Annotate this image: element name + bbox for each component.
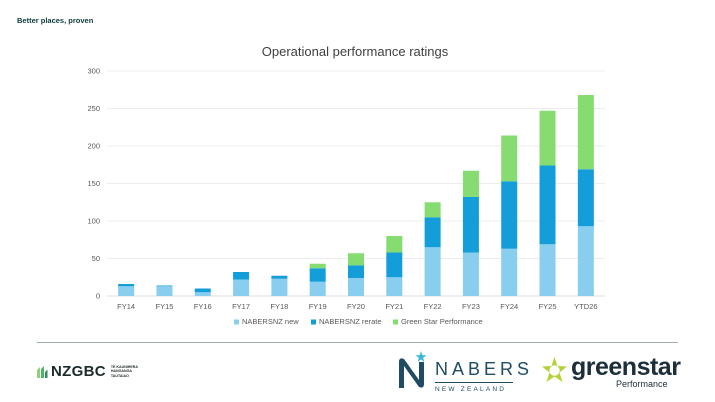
legend-label: NABERSNZ new	[242, 317, 299, 326]
bar-rerate	[539, 165, 556, 245]
bar-greenstar	[539, 110, 556, 166]
x-tick-label: FY21	[385, 302, 403, 311]
y-tick-label: 250	[87, 104, 100, 113]
bar-new	[156, 286, 173, 296]
greenstar-subtitle: Performance	[616, 379, 668, 389]
bar-new	[118, 286, 135, 296]
greenstar-star-icon	[542, 357, 567, 382]
nzgbc-logo: NZGBC TE KAUNIHERA HANGANGA TAUTAIAO	[36, 363, 138, 380]
x-tick-label: FY15	[155, 302, 173, 311]
legend-label: Green Star Performance	[401, 317, 483, 326]
bar-greenstar	[348, 253, 364, 266]
y-tick-label: 0	[96, 292, 100, 301]
bar-new	[424, 247, 441, 296]
bar-greenstar	[309, 263, 326, 269]
bar-rerate	[462, 197, 479, 253]
bar-greenstar	[501, 135, 518, 182]
y-axis-ticks: 0 50 100 150 200 250 300	[87, 67, 100, 301]
bar-rerate	[271, 275, 288, 279]
nabers-region: NEW ZEALAND	[435, 386, 507, 393]
bar-rerate	[309, 268, 326, 282]
bar-rerate	[501, 181, 518, 249]
bar-rerate	[577, 169, 594, 227]
x-tick-label: FY24	[500, 302, 518, 311]
legend-swatch	[234, 319, 239, 325]
bar-new	[462, 252, 479, 296]
x-tick-label: FY14	[117, 302, 135, 311]
bar-new	[194, 292, 211, 296]
y-tick-label: 200	[87, 142, 100, 151]
x-tick-label: FY20	[347, 302, 365, 311]
nabers-star-n-icon	[399, 351, 427, 388]
bar-new	[348, 278, 364, 296]
x-tick-label: YTD26	[574, 302, 597, 311]
gridlines	[107, 70, 605, 297]
legend-swatch	[311, 319, 316, 325]
bar-rerate	[194, 288, 211, 293]
bar-greenstar	[462, 170, 479, 197]
x-axis-ticks: FY14 FY15 FY16 FY17 FY18 FY19 FY20 FY21 FY22 FY23…	[117, 302, 597, 311]
bars	[118, 95, 594, 296]
bar-new	[539, 244, 556, 296]
nabers-logo: NABERS NEW ZEALAND	[395, 350, 533, 393]
x-tick-label: FY18	[270, 302, 288, 311]
x-tick-label: FY22	[424, 302, 442, 311]
bar-greenstar	[424, 202, 441, 218]
y-tick-label: 100	[87, 217, 100, 226]
nabers-rule	[435, 382, 513, 383]
bar-new	[233, 279, 250, 296]
x-tick-label: FY23	[462, 302, 480, 311]
x-tick-label: FY16	[194, 302, 212, 311]
legend: NABERSNZ new NABERSNZ rerate Green Star Pe…	[234, 317, 483, 326]
bar-rerate	[348, 265, 364, 278]
bar-rerate	[156, 285, 173, 287]
tagline: Better places, proven	[17, 16, 94, 25]
bar-rerate	[424, 217, 441, 248]
bar-rerate	[233, 272, 250, 280]
greenstar-logo: greenstar Performance	[541, 352, 681, 392]
bar-rerate	[386, 252, 403, 278]
nzgbc-leaf-icon	[37, 365, 48, 378]
chart-title: Operational performance ratings	[262, 44, 449, 59]
nabers-name: NABERS	[435, 359, 534, 379]
x-tick-label: FY19	[309, 302, 327, 311]
bar-new	[577, 226, 594, 296]
x-tick-label: FY25	[539, 302, 557, 311]
bar-new	[501, 248, 518, 296]
y-tick-label: 300	[87, 67, 100, 76]
bar-rerate	[118, 284, 135, 287]
legend-swatch	[393, 319, 398, 325]
stacked-bar-chart: Operational performance ratings 0 50 100 15…	[87, 44, 605, 326]
nzgbc-name: NZGBC	[51, 363, 106, 380]
footer-divider	[37, 342, 678, 343]
x-tick-label: FY17	[232, 302, 250, 311]
bar-greenstar	[386, 236, 403, 253]
bar-new	[386, 277, 403, 296]
bar-new	[271, 278, 288, 296]
legend-label: NABERSNZ rerate	[319, 317, 382, 326]
y-tick-label: 150	[87, 179, 100, 188]
nzgbc-subtitle: TE KAUNIHERA HANGANGA TAUTAIAO	[110, 364, 138, 378]
bar-greenstar	[577, 95, 594, 170]
greenstar-name: greenstar	[571, 353, 681, 381]
bar-new	[309, 281, 326, 296]
y-tick-label: 50	[92, 254, 100, 263]
